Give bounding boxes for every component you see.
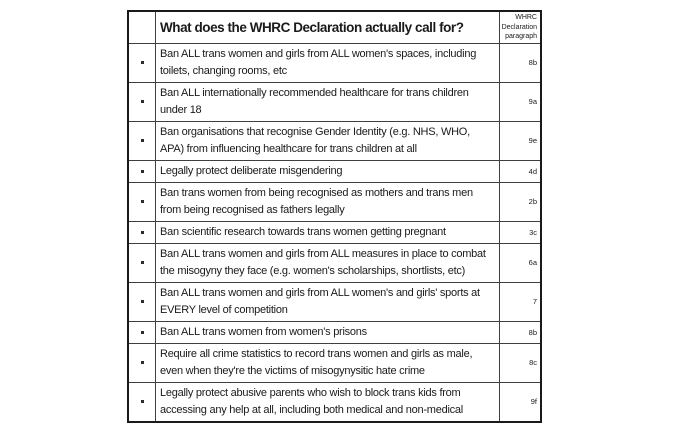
row-text: Ban ALL internationally recommended heal… [160, 86, 469, 116]
row-paragraph-ref: 8b [499, 321, 540, 343]
row-text: Ban ALL trans women and girls from ALL w… [160, 47, 477, 77]
row-text: Ban ALL trans women from women's prisons [160, 325, 367, 338]
row-text: Ban ALL trans women and girls from ALL m… [160, 247, 486, 277]
row-paragraph-ref: 9a [499, 82, 540, 121]
table-row: Ban ALL trans women and girls from ALL w… [129, 42, 540, 82]
square-bullet-icon [140, 200, 144, 203]
row-paragraph-ref: 8b [499, 43, 540, 82]
table-row: Ban ALL trans women from women's prisons… [129, 320, 540, 343]
table-row: Legally protect abusive parents who wish… [129, 381, 540, 421]
header-bullet-cell [129, 12, 156, 43]
row-paragraph-ref: 9f [499, 382, 540, 421]
bullet-cell [129, 221, 156, 243]
square-bullet-icon [140, 300, 144, 303]
bullet-cell [129, 343, 156, 382]
square-bullet-icon [140, 61, 144, 64]
row-text: Ban trans women from being recognised as… [160, 186, 473, 216]
row-paragraph-ref: 9e [499, 121, 540, 160]
row-text: Legally protect deliberate misgendering [160, 164, 343, 177]
table-row: Ban scientific research towards trans wo… [129, 220, 540, 243]
bullet-cell [129, 121, 156, 160]
square-bullet-icon [140, 100, 144, 103]
whrc-declaration-table: What does the WHRC Declaration actually … [127, 10, 542, 423]
table-title: What does the WHRC Declaration actually … [160, 19, 464, 35]
row-text: Ban scientific research towards trans wo… [160, 225, 446, 238]
square-bullet-icon [140, 230, 144, 234]
row-paragraph-ref: 6a [499, 243, 540, 282]
square-bullet-icon [140, 169, 144, 173]
table-row: Ban ALL trans women and girls from ALL m… [129, 242, 540, 282]
bullet-cell [129, 321, 156, 343]
row-text: Ban organisations that recognise Gender … [160, 125, 470, 155]
bullet-cell [129, 243, 156, 282]
table-row: Ban ALL trans women and girls from ALL w… [129, 281, 540, 321]
bullet-cell [129, 82, 156, 121]
square-bullet-icon [140, 139, 144, 142]
row-paragraph-ref: 8c [499, 343, 540, 382]
bullet-cell [129, 282, 156, 321]
table-header-row: What does the WHRC Declaration actually … [129, 12, 540, 43]
square-bullet-icon [140, 261, 144, 264]
row-paragraph-ref: 4d [499, 160, 540, 182]
square-bullet-icon [140, 400, 144, 403]
table-row: Ban ALL internationally recommended heal… [129, 81, 540, 121]
table-row: Ban trans women from being recognised as… [129, 181, 540, 221]
bullet-cell [129, 382, 156, 421]
bullet-cell [129, 160, 156, 182]
row-paragraph-ref: 2b [499, 182, 540, 221]
row-text: Legally protect abusive parents who wish… [160, 386, 463, 416]
row-paragraph-ref: 3c [499, 221, 540, 243]
row-text: Ban ALL trans women and girls from ALL w… [160, 286, 480, 316]
table-row: Ban organisations that recognise Gender … [129, 120, 540, 160]
bullet-cell [129, 182, 156, 221]
square-bullet-icon [140, 330, 144, 334]
bullet-cell [129, 43, 156, 82]
row-paragraph-ref: 7 [499, 282, 540, 321]
table-row: Require all crime statistics to record t… [129, 342, 540, 382]
table-row: Legally protect deliberate misgendering … [129, 159, 540, 182]
row-text: Require all crime statistics to record t… [160, 347, 473, 377]
paragraph-column-header: WHRC Declaration paragraph [499, 12, 540, 43]
square-bullet-icon [140, 361, 144, 364]
